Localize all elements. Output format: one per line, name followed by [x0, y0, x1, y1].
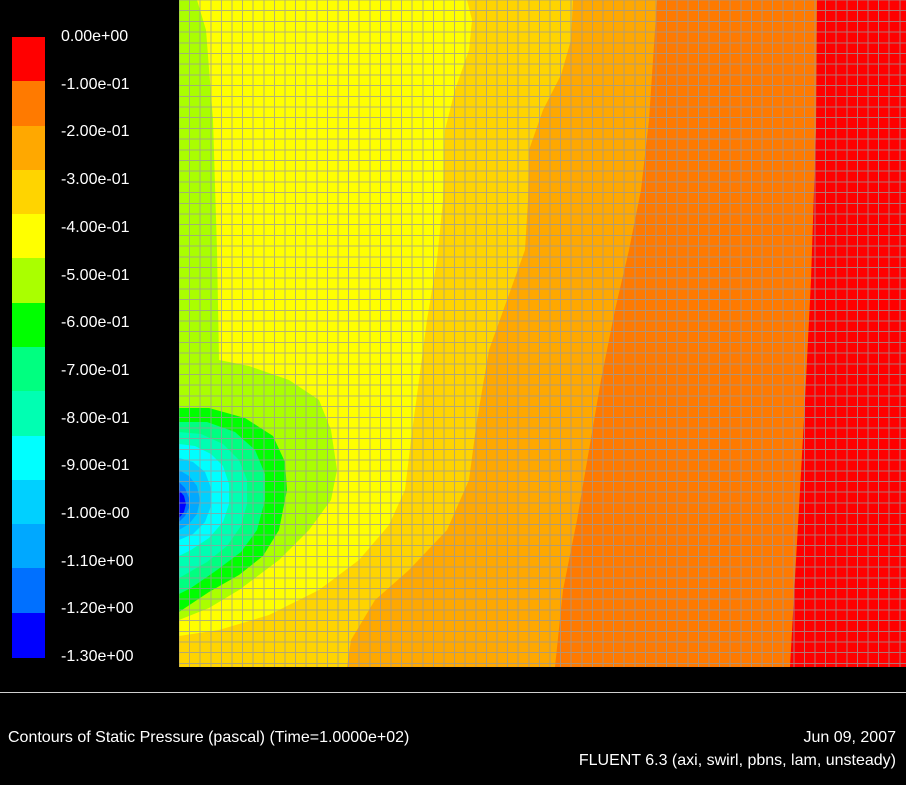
legend-swatch	[12, 125, 45, 171]
legend-label: -2.00e-01	[61, 123, 130, 141]
legend-label: -3.00e-01	[61, 171, 130, 189]
legend-label: -4.00e-01	[61, 218, 130, 236]
legend-label: -9.00e-01	[61, 457, 130, 475]
legend-swatch	[12, 524, 45, 570]
legend-swatch	[12, 568, 45, 614]
legend-swatch	[12, 169, 45, 215]
solver-info: FLUENT 6.3 (axi, swirl, pbns, lam, unste…	[578, 752, 896, 769]
contour-plot	[179, 0, 906, 667]
date-label: Jun 09, 2007	[803, 729, 896, 746]
legend-swatch	[12, 258, 45, 304]
legend-swatch	[12, 302, 45, 348]
legend-swatch	[12, 347, 45, 392]
mesh-grid	[179, 0, 906, 667]
legend-swatch	[12, 81, 45, 127]
legend-label: -1.00e-01	[61, 75, 130, 93]
plot-title: Contours of Static Pressure (pascal) (Ti…	[8, 729, 410, 746]
legend-label: -8.00e-01	[61, 409, 130, 427]
color-legend	[12, 37, 45, 658]
legend-label: -1.00e-00	[61, 505, 130, 522]
legend-label: 0.00e+00	[61, 28, 129, 45]
legend-swatch	[12, 214, 45, 260]
legend-swatch	[12, 612, 45, 658]
legend-label: -1.10e+00	[61, 552, 134, 570]
legend-label: -7.00e-01	[61, 361, 130, 379]
contour-band-deep-blue	[179, 490, 186, 518]
legend-label: -5.00e-01	[61, 266, 130, 284]
legend-swatch	[12, 435, 45, 481]
legend-swatch	[12, 391, 45, 437]
legend-label: -1.30e+00	[61, 648, 134, 666]
footer-separator	[0, 692, 906, 693]
legend-swatch	[12, 479, 45, 525]
legend-label: -6.00e-01	[61, 314, 130, 332]
legend-label: -1.20e+00	[61, 600, 134, 618]
legend-swatch	[12, 37, 45, 82]
